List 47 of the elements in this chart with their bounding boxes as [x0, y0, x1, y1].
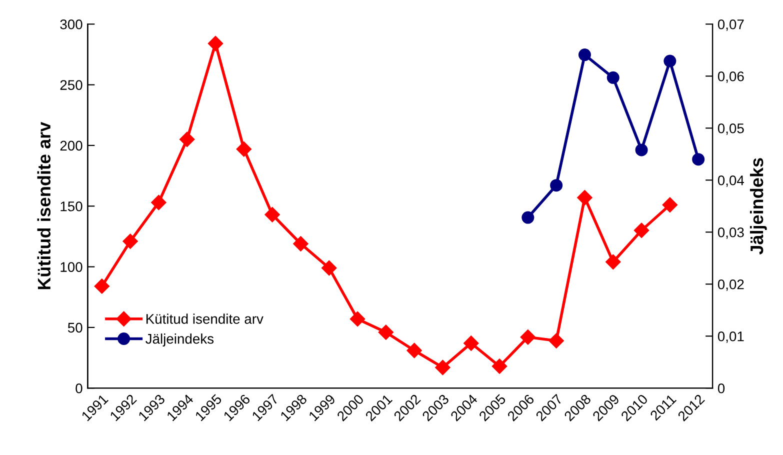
point	[578, 48, 591, 62]
legend-label: Kütitud isendite arv	[146, 314, 264, 324]
y-tick-label: 250	[60, 80, 82, 90]
y2-tick-label: 0	[718, 383, 725, 394]
y-axis-title: Kütitud isendite arv	[37, 122, 51, 290]
point	[606, 71, 620, 84]
point	[293, 236, 308, 252]
point	[208, 36, 224, 52]
point	[180, 132, 195, 147]
point	[662, 197, 678, 212]
y2-tick-label: 0,03	[718, 227, 744, 239]
y2-tick-label: 0,02	[718, 279, 744, 291]
point	[577, 190, 592, 206]
y-tick-label: 0	[76, 383, 82, 394]
point	[548, 333, 564, 348]
y-tick-label: 200	[60, 140, 82, 151]
point	[464, 336, 479, 351]
point	[406, 342, 422, 358]
y2-axis-title: Jäljeindeks	[750, 158, 767, 255]
y2-tick-label: 0,04	[718, 175, 744, 187]
point	[236, 142, 252, 157]
y-tick-label: 300	[60, 19, 82, 30]
point	[550, 179, 563, 192]
point	[635, 144, 648, 156]
point	[151, 194, 166, 210]
point	[378, 324, 394, 340]
point	[692, 153, 705, 166]
point	[322, 260, 337, 276]
y2-tick-label: 0,05	[718, 123, 744, 135]
y2-tick-label: 0,01	[718, 331, 744, 343]
point	[492, 358, 508, 374]
point	[606, 254, 621, 270]
legend-label: Jäljeindeks	[146, 334, 214, 346]
y2-tick-label: 0,06	[718, 71, 744, 83]
point	[122, 234, 138, 249]
point	[522, 211, 534, 224]
y-tick-label: 50	[68, 322, 82, 333]
point	[264, 207, 280, 222]
point	[664, 54, 676, 68]
point	[634, 222, 650, 238]
y-tick-label: 100	[60, 262, 82, 272]
y-tick-label: 150	[60, 201, 82, 212]
point	[520, 330, 536, 345]
point	[94, 278, 110, 294]
point	[435, 360, 450, 376]
point	[350, 311, 366, 327]
y2-tick-label: 0,07	[718, 19, 744, 31]
